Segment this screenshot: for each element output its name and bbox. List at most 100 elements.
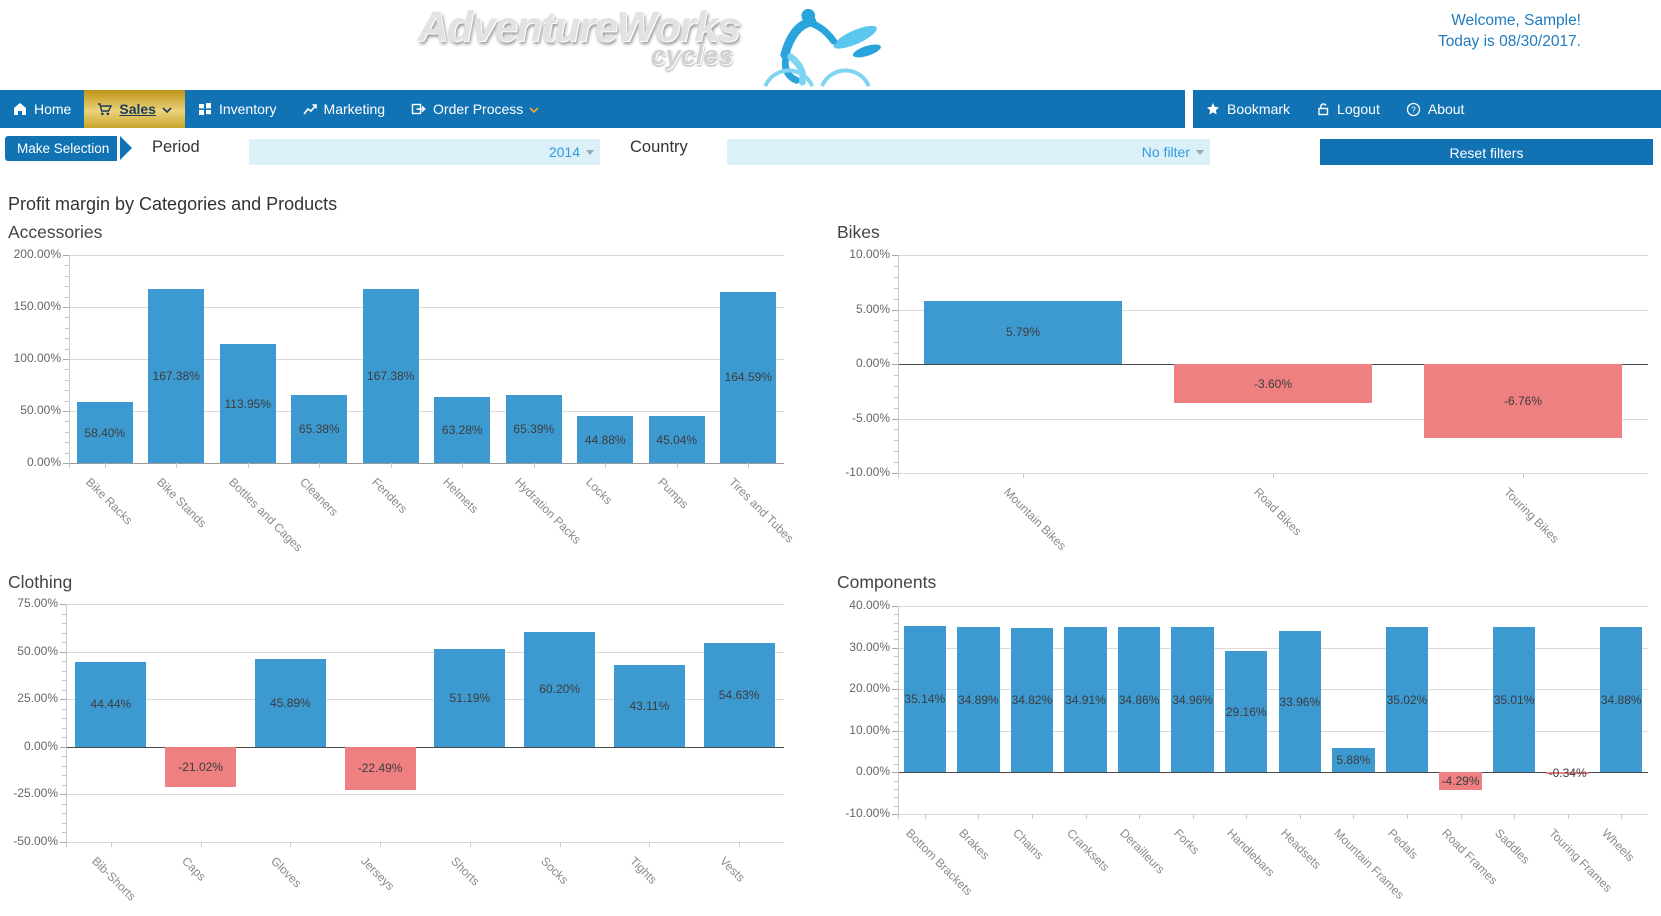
bar-handlebars[interactable] — [1225, 651, 1268, 773]
x-axis-tick — [1031, 814, 1033, 819]
y-axis-tick-label: 0.00% — [855, 356, 890, 370]
bar-value-label: 5.79% — [1005, 325, 1041, 340]
period-dropdown[interactable]: 2014 — [249, 139, 600, 165]
x-axis-label: Cleaners — [297, 475, 342, 519]
y-axis-minor-tick — [894, 680, 898, 682]
y-axis-minor-tick — [894, 764, 898, 766]
chart-components: Components -10.00% 0.00% 10.00% 20.00% 30.00… — [830, 572, 1661, 916]
bar-hydration-packs[interactable] — [505, 394, 562, 463]
gridline — [66, 699, 784, 701]
y-axis-minor-tick — [894, 462, 898, 464]
utility-nav: Bookmark Logout ? About — [1193, 90, 1661, 128]
y-axis-tick — [892, 473, 898, 474]
bar-tights[interactable] — [613, 664, 685, 747]
y-axis-minor-tick — [62, 737, 66, 739]
y-axis-tick-label: -25.00% — [13, 786, 58, 801]
y-axis-minor-tick — [62, 822, 66, 824]
bar-cranksets[interactable] — [1064, 627, 1107, 773]
bar-headsets[interactable] — [1278, 631, 1321, 773]
y-axis-minor-tick — [894, 276, 898, 278]
y-axis-tick — [892, 647, 898, 649]
bar-shorts[interactable] — [434, 649, 506, 747]
bar-value-label: 44.88% — [584, 432, 626, 447]
home-icon — [13, 102, 27, 116]
bar-caps[interactable] — [165, 746, 237, 787]
x-axis-tick — [1514, 814, 1516, 819]
nav-item-marketing[interactable]: Marketing — [290, 90, 398, 128]
y-axis-tick — [60, 651, 66, 653]
y-axis-minor-tick — [894, 797, 898, 799]
bar-saddles[interactable] — [1492, 626, 1536, 773]
bar-helmets[interactable] — [434, 397, 491, 463]
bar-cleaners[interactable] — [291, 395, 348, 463]
nav-item-home[interactable]: Home — [0, 90, 84, 128]
bar-pedals[interactable] — [1385, 626, 1429, 773]
bar-bottles-and-cages[interactable] — [219, 344, 276, 463]
y-axis-minor-tick — [894, 639, 898, 641]
bar-bike-stands[interactable] — [148, 288, 205, 463]
bar-bike-racks[interactable] — [76, 402, 133, 463]
bar-socks[interactable] — [524, 632, 596, 747]
y-axis-tick-label: -10.00% — [845, 465, 890, 479]
bar-locks[interactable] — [577, 416, 634, 463]
x-axis-tick — [748, 463, 750, 468]
nav-item-about[interactable]: ? About — [1393, 90, 1478, 128]
y-axis-tick — [63, 411, 69, 412]
country-dropdown[interactable]: No filter — [727, 139, 1210, 165]
y-axis-minor-tick — [65, 369, 69, 371]
y-axis-tick — [63, 463, 69, 464]
y-axis-minor-tick — [894, 739, 898, 741]
nav-item-logout[interactable]: Logout — [1303, 90, 1393, 128]
y-axis-tick-label: 10.00% — [849, 247, 890, 261]
bar-bib-shorts[interactable] — [75, 662, 147, 747]
y-axis-minor-tick — [894, 407, 898, 409]
y-axis-tick-label: 0.00% — [855, 764, 890, 779]
bar-mountain-frames[interactable] — [1332, 747, 1375, 773]
bar-wheels[interactable] — [1600, 627, 1643, 773]
x-axis-label: Hydration Packs — [511, 475, 584, 547]
nav-item-sales[interactable]: Sales — [84, 90, 185, 128]
bar-bottom-brackets[interactable] — [903, 626, 946, 773]
bar-touring-frames[interactable] — [1546, 772, 1589, 774]
bar-pumps[interactable] — [648, 416, 705, 463]
bar-vests[interactable] — [703, 642, 775, 747]
bar-fenders[interactable] — [362, 288, 419, 463]
question-icon: ? — [1406, 102, 1421, 117]
bar-brakes[interactable] — [957, 627, 1000, 773]
gridline — [66, 842, 784, 843]
x-axis-label: Bottles and Cages — [225, 475, 306, 555]
nav-item-bookmark[interactable]: Bookmark — [1193, 90, 1303, 128]
bar-jerseys[interactable] — [344, 746, 416, 790]
bar-gloves[interactable] — [254, 659, 326, 747]
y-axis-tick-label: 10.00% — [849, 722, 890, 737]
bar-tires-and-tubes[interactable] — [720, 291, 777, 463]
y-axis-tick-label: -10.00% — [845, 806, 890, 820]
x-axis-tick — [1406, 814, 1408, 819]
make-selection-button[interactable]: Make Selection — [5, 136, 133, 161]
logo-text: AdventureWorks cycles — [418, 6, 740, 69]
bar-derailleurs[interactable] — [1117, 627, 1161, 773]
dropdown-arrow-icon — [586, 150, 594, 155]
bar-value-label: 54.63% — [718, 687, 760, 702]
nav-item-inventory[interactable]: Inventory — [185, 90, 290, 128]
bar-road-bikes[interactable] — [1174, 364, 1372, 404]
y-axis-tick — [892, 255, 898, 256]
y-axis-minor-tick — [62, 803, 66, 805]
x-axis-label: Touring Bikes — [1501, 485, 1562, 546]
x-axis-label: Forks — [1170, 826, 1202, 858]
gridline — [898, 418, 1648, 420]
y-axis-tick — [892, 418, 898, 420]
y-axis-tick — [63, 255, 69, 256]
reset-filters-button[interactable]: Reset filters — [1320, 139, 1653, 165]
bar-touring-bikes[interactable] — [1424, 364, 1622, 438]
y-axis-tick — [892, 814, 898, 815]
y-axis-line — [898, 255, 899, 478]
bar-forks[interactable] — [1171, 626, 1214, 773]
bar-value-label: 34.91% — [1065, 692, 1106, 707]
bar-road-frames[interactable] — [1439, 772, 1482, 791]
x-axis-tick — [390, 463, 392, 468]
bar-mountain-bikes[interactable] — [924, 300, 1122, 364]
bar-chains[interactable] — [1010, 627, 1054, 773]
x-axis-label: Wheels — [1599, 826, 1638, 865]
nav-item-order-process[interactable]: Order Process — [398, 90, 552, 128]
